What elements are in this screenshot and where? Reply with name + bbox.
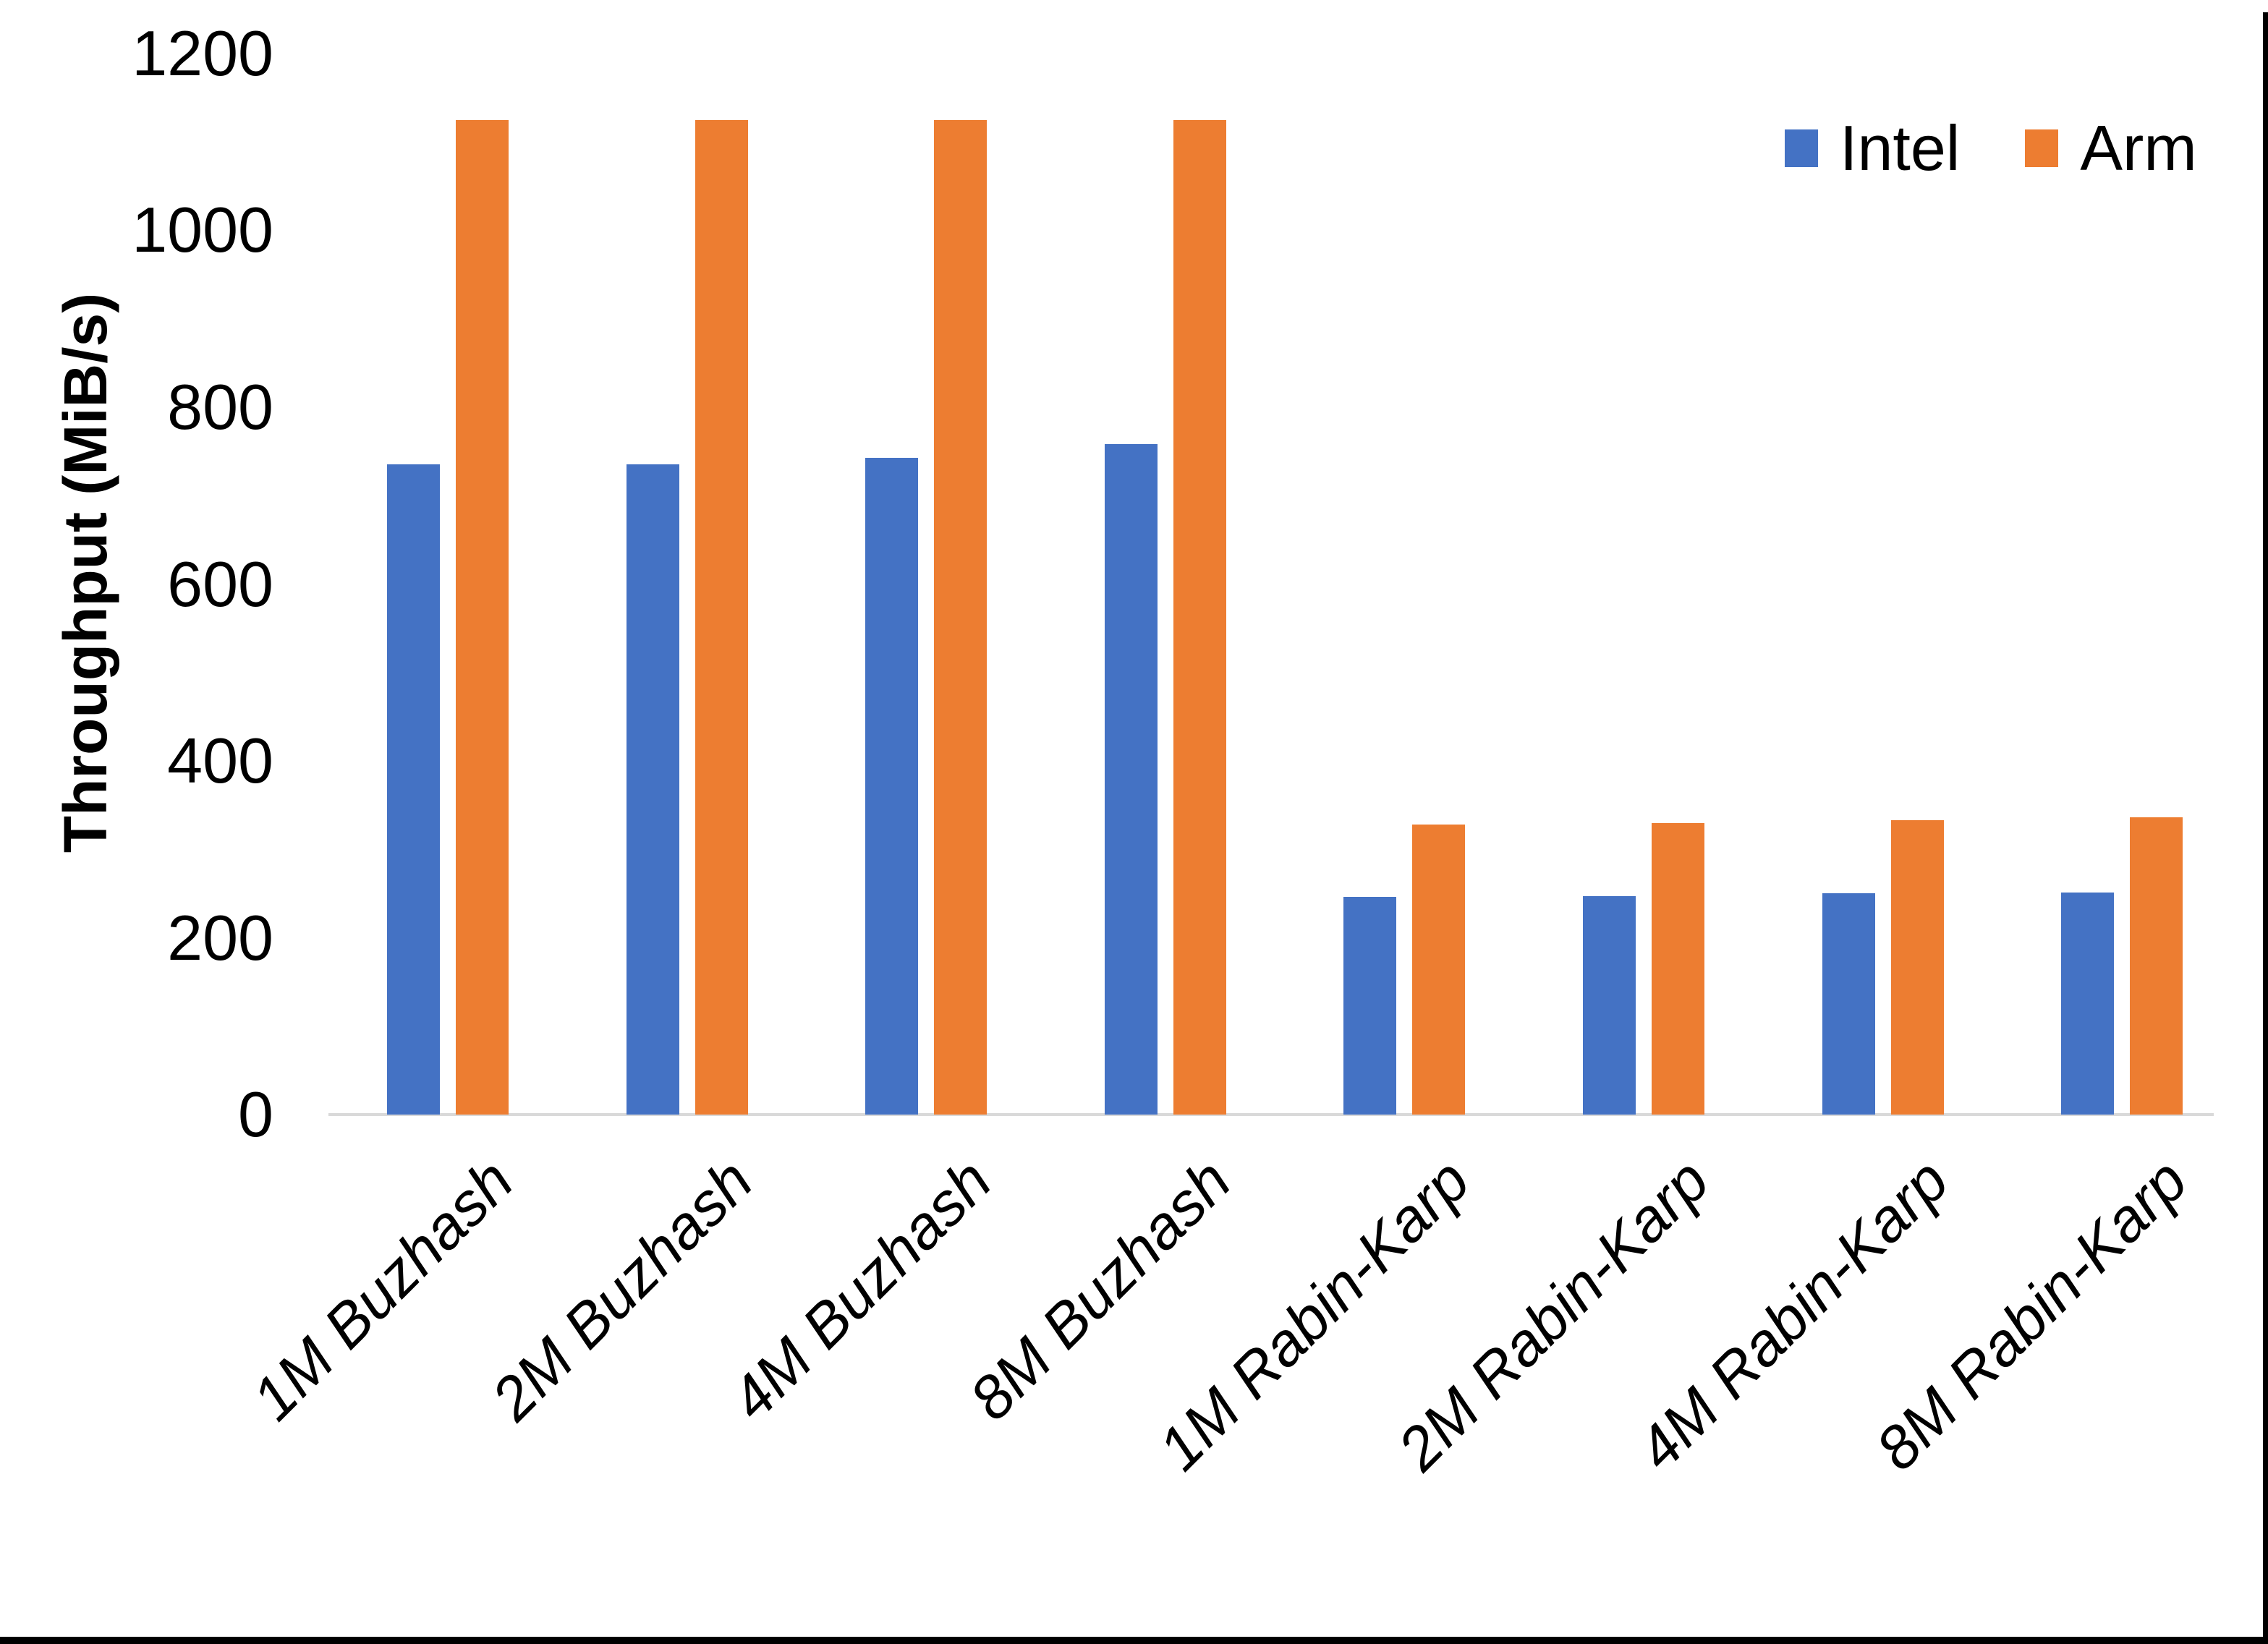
y-tick-label-600: 600 (167, 548, 273, 620)
bar-arm-2m-buzhash (695, 120, 748, 1115)
legend: Intel Arm (1785, 116, 2197, 180)
y-tick-label-400: 400 (167, 725, 273, 796)
bar-intel-1m-rabin-karp (1343, 897, 1396, 1115)
bar-intel-2m-buzhash (627, 464, 679, 1115)
bar-intel-2m-rabin-karp (1583, 896, 1636, 1115)
legend-label-arm: Arm (2080, 112, 2197, 184)
window-border-bottom (0, 1637, 2268, 1644)
y-tick-label-200: 200 (167, 902, 273, 974)
bar-intel-1m-buzhash (387, 464, 440, 1115)
y-tick-label-0: 0 (238, 1078, 273, 1150)
legend-label-intel: Intel (1840, 112, 1961, 184)
bar-arm-1m-rabin-karp (1412, 825, 1465, 1115)
bar-arm-1m-buzhash (456, 120, 509, 1115)
bar-arm-8m-rabin-karp (2130, 817, 2183, 1115)
bar-intel-8m-rabin-karp (2061, 893, 2114, 1115)
legend-swatch-arm (2025, 129, 2059, 167)
bar-intel-4m-rabin-karp (1822, 893, 1875, 1115)
y-tick-label-1200: 1200 (132, 17, 273, 89)
legend-item-arm: Arm (2025, 112, 2197, 184)
legend-swatch-intel (1785, 129, 1818, 167)
window-border-right (2263, 12, 2268, 1644)
plot-area (328, 54, 2214, 1115)
bar-arm-4m-rabin-karp (1891, 820, 1944, 1115)
bar-intel-4m-buzhash (865, 458, 918, 1115)
y-axis-title: Throughput (MiB/s) (51, 292, 119, 853)
legend-item-intel: Intel (1785, 116, 1960, 180)
bar-intel-8m-buzhash (1105, 444, 1158, 1115)
bar-arm-8m-buzhash (1173, 120, 1226, 1115)
x-axis-line (328, 1113, 2214, 1116)
bar-arm-2m-rabin-karp (1652, 823, 1704, 1115)
bar-arm-4m-buzhash (934, 120, 987, 1115)
y-tick-label-1000: 1000 (132, 194, 273, 265)
y-tick-label-800: 800 (167, 371, 273, 443)
